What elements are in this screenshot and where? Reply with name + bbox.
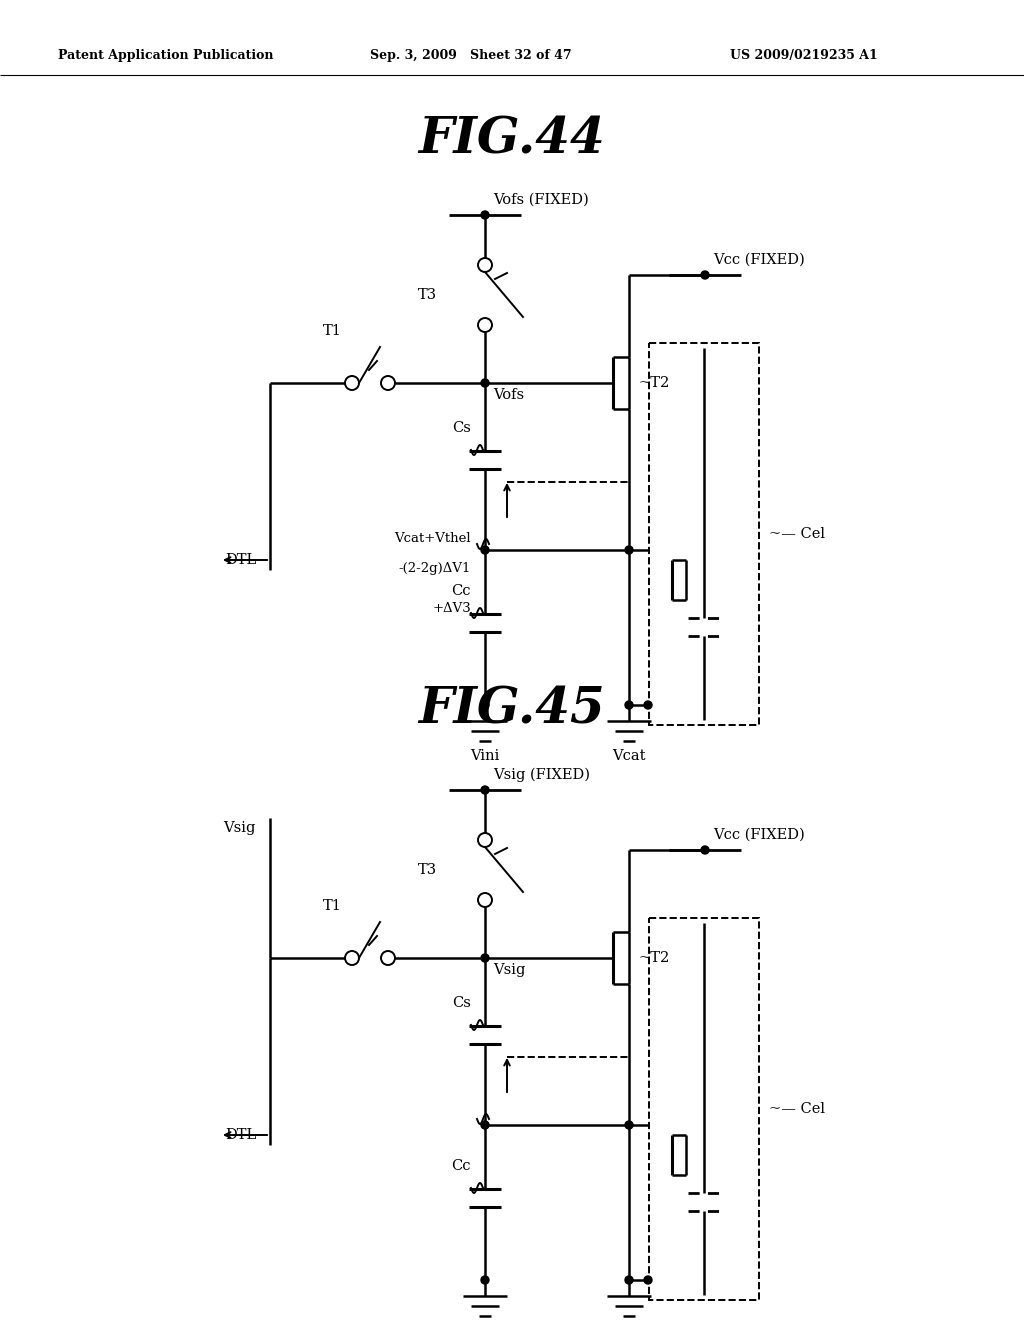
- Text: Cs: Cs: [453, 421, 471, 436]
- Text: T3: T3: [418, 288, 437, 302]
- Text: Vsig: Vsig: [223, 821, 256, 836]
- Circle shape: [701, 271, 709, 279]
- Text: Vsig: Vsig: [493, 964, 525, 977]
- Text: Cc: Cc: [452, 1159, 471, 1173]
- Text: +ΔV3: +ΔV3: [432, 602, 471, 615]
- Text: Vcc (FIXED): Vcc (FIXED): [713, 828, 805, 842]
- Text: ~T2: ~T2: [639, 950, 671, 965]
- Circle shape: [481, 785, 489, 795]
- Text: Vcat: Vcat: [612, 748, 646, 763]
- Text: FIG.44: FIG.44: [419, 115, 605, 164]
- Circle shape: [701, 846, 709, 854]
- Text: ~— Cel: ~— Cel: [769, 527, 825, 541]
- Circle shape: [481, 701, 489, 709]
- Circle shape: [644, 701, 652, 709]
- Text: Cs: Cs: [453, 997, 471, 1010]
- Circle shape: [625, 701, 633, 709]
- Text: FIG.45: FIG.45: [419, 685, 605, 734]
- Text: -(2-2g)ΔV1: -(2-2g)ΔV1: [398, 562, 471, 576]
- Text: Vsig (FIXED): Vsig (FIXED): [493, 768, 590, 781]
- Circle shape: [481, 954, 489, 962]
- Text: Vofs: Vofs: [493, 388, 524, 403]
- Circle shape: [625, 546, 633, 554]
- Text: DTL: DTL: [224, 1129, 256, 1142]
- Text: T1: T1: [323, 899, 341, 913]
- Text: T1: T1: [323, 323, 341, 338]
- Text: T3: T3: [418, 863, 437, 876]
- Text: ~T2: ~T2: [639, 376, 671, 389]
- Circle shape: [481, 546, 489, 554]
- Circle shape: [625, 1276, 633, 1284]
- Circle shape: [481, 211, 489, 219]
- Circle shape: [481, 1121, 489, 1129]
- Circle shape: [481, 1276, 489, 1284]
- Text: US 2009/0219235 A1: US 2009/0219235 A1: [730, 49, 878, 62]
- Circle shape: [481, 379, 489, 387]
- Text: Cc: Cc: [452, 583, 471, 598]
- Circle shape: [625, 1121, 633, 1129]
- Text: Patent Application Publication: Patent Application Publication: [58, 49, 273, 62]
- Text: Vini: Vini: [470, 748, 500, 763]
- Text: Vcc (FIXED): Vcc (FIXED): [713, 253, 805, 267]
- Text: DTL: DTL: [224, 553, 256, 568]
- Text: Vofs (FIXED): Vofs (FIXED): [493, 193, 589, 207]
- Text: ~— Cel: ~— Cel: [769, 1102, 825, 1115]
- Text: Vcat+Vthel: Vcat+Vthel: [394, 532, 471, 545]
- Text: Sep. 3, 2009   Sheet 32 of 47: Sep. 3, 2009 Sheet 32 of 47: [370, 49, 571, 62]
- Circle shape: [644, 1276, 652, 1284]
